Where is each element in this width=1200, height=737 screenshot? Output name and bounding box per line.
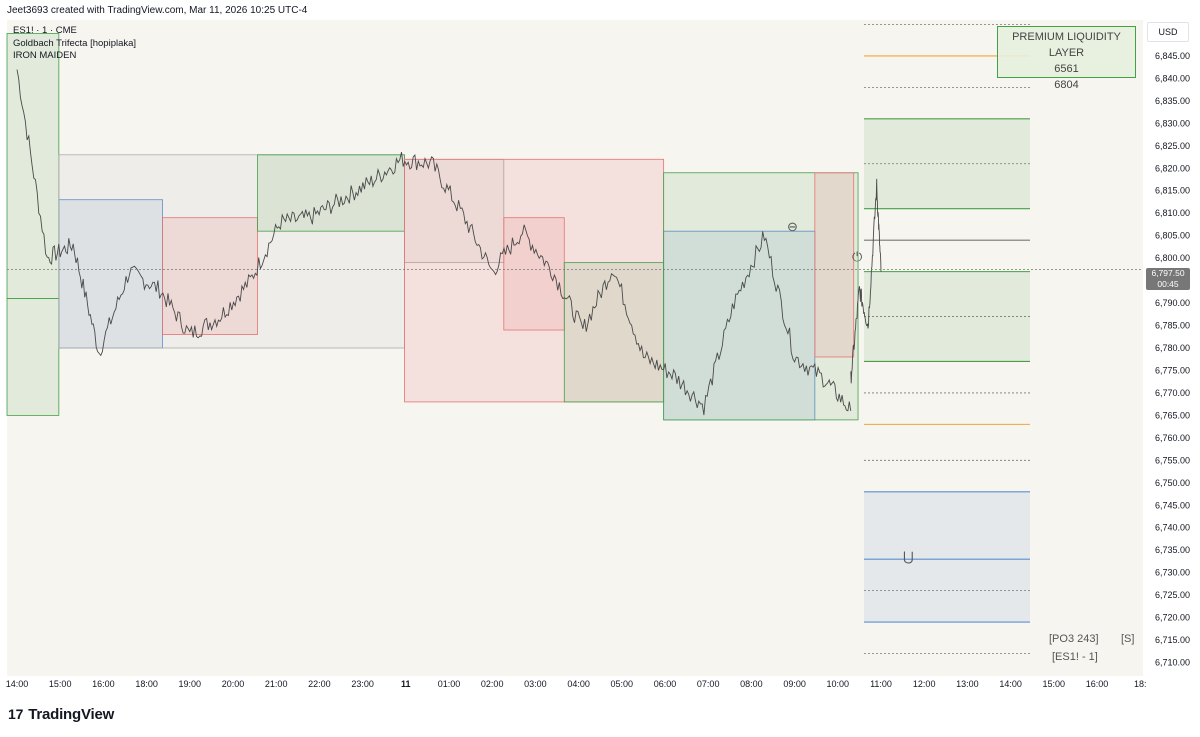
x-tick-5: 19:00: [179, 679, 202, 689]
x-tick-10: 11: [401, 679, 411, 689]
symbol-footer-label: [ES1! - 1]: [1052, 651, 1098, 663]
y-tick-23: 6,735.00: [1155, 545, 1190, 555]
session-box-6: [257, 154, 405, 232]
session-box-11: [663, 230, 816, 421]
x-tick-25: 15:00: [1043, 679, 1066, 689]
y-tick-25: 6,725.00: [1155, 590, 1190, 600]
last-price-value: 6,797.50: [1151, 268, 1185, 278]
y-tick-14: 6,780.00: [1155, 343, 1190, 353]
last-price-tag: 6,797.50 00:45: [1146, 268, 1190, 290]
y-tick-3: 6,835.00: [1155, 96, 1190, 106]
y-tick-2: 6,840.00: [1155, 73, 1190, 83]
price-axis-background: [1143, 20, 1200, 676]
y-tick-5: 6,825.00: [1155, 141, 1190, 151]
y-tick-15: 6,775.00: [1155, 365, 1190, 375]
x-tick-18: 08:00: [740, 679, 763, 689]
session-box-10: [563, 262, 665, 403]
session-box-1: [6, 33, 60, 299]
x-tick-6: 20:00: [222, 679, 245, 689]
x-tick-16: 06:00: [654, 679, 677, 689]
session-box-7: [404, 158, 505, 264]
y-tick-13: 6,785.00: [1155, 321, 1190, 331]
indicator-label-goldbach[interactable]: Goldbach Trifecta [hopiplaka]: [13, 38, 137, 49]
y-tick-6: 6,820.00: [1155, 163, 1190, 173]
premium-value-2: 6804: [1054, 79, 1079, 91]
y-tick-22: 6,740.00: [1155, 523, 1190, 533]
y-tick-1: 6,845.00: [1155, 51, 1190, 61]
countdown-value: 00:45: [1157, 279, 1179, 289]
s-label: [S]: [1121, 633, 1135, 645]
minus-circle-icon[interactable]: ⊖: [787, 219, 798, 234]
price-line-ext-1: [850, 178, 882, 384]
y-tick-28: 6,710.00: [1155, 658, 1190, 668]
y-tick-27: 6,715.00: [1155, 635, 1190, 645]
y-tick-8: 6,810.00: [1155, 208, 1190, 218]
indicator-label-iron-maiden[interactable]: IRON MAIDEN: [13, 50, 77, 61]
y-tick-26: 6,720.00: [1155, 613, 1190, 623]
tradingview-logo[interactable]: 17 TradingView: [8, 706, 114, 723]
premium-title: PREMIUM LIQUIDITY LAYER: [1012, 31, 1121, 59]
session-box-8: [404, 158, 665, 403]
liquidity-zone-2: [864, 271, 1030, 362]
x-tick-15: 05:00: [611, 679, 634, 689]
y-tick-17: 6,765.00: [1155, 410, 1190, 420]
session-box-5: [162, 217, 258, 335]
liquidity-zone-1: [864, 118, 1030, 209]
session-boxes: [6, 33, 859, 421]
liquidity-zone-3: [864, 491, 1030, 623]
x-tick-9: 23:00: [351, 679, 374, 689]
session-box-12: [663, 172, 859, 421]
x-tick-13: 03:00: [524, 679, 547, 689]
y-tick-19: 6,755.00: [1155, 455, 1190, 465]
tradingview-logo-icon: 17: [8, 706, 24, 722]
session-box-2: [6, 298, 60, 416]
premium-liquidity-box: PREMIUM LIQUIDITY LAYER 6561 6804: [997, 26, 1136, 91]
magnet-icon[interactable]: ⋃: [903, 549, 914, 564]
x-tick-24: 14:00: [999, 679, 1022, 689]
x-tick-7: 21:00: [265, 679, 288, 689]
x-tick-23: 13:00: [956, 679, 979, 689]
created-by-text: Jeet3693 created with TradingView.com, M…: [7, 5, 308, 16]
x-tick-3: 16:00: [92, 679, 115, 689]
x-tick-22: 12:00: [913, 679, 936, 689]
y-tick-12: 6,790.00: [1155, 298, 1190, 308]
session-box-13: [814, 172, 855, 358]
currency-button[interactable]: USD: [1147, 22, 1189, 42]
x-tick-19: 09:00: [783, 679, 806, 689]
y-tick-21: 6,745.00: [1155, 500, 1190, 510]
x-tick-11: 01:00: [438, 679, 461, 689]
price-line-1: [16, 69, 852, 416]
session-box-4: [58, 154, 405, 349]
x-tick-17: 07:00: [697, 679, 720, 689]
premium-value-1: 6561: [1054, 63, 1079, 75]
y-tick-18: 6,760.00: [1155, 433, 1190, 443]
y-tick-16: 6,770.00: [1155, 388, 1190, 398]
x-tick-21: 11:00: [870, 679, 892, 689]
tradingview-logo-text: TradingView: [28, 706, 115, 723]
x-tick-1: 14:00: [6, 679, 29, 689]
x-tick-14: 04:00: [567, 679, 590, 689]
time-axis[interactable]: 14:00 15:00 16:00 18:00 19:00 20:00 21:00 22:00…: [6, 679, 1147, 689]
price-series: [16, 69, 882, 416]
liquidity-zones: [864, 118, 1030, 623]
y-tick-7: 6,815.00: [1155, 186, 1190, 196]
x-tick-4: 18:00: [135, 679, 158, 689]
x-tick-12: 02:00: [481, 679, 504, 689]
y-tick-9: 6,805.00: [1155, 231, 1190, 241]
session-box-9: [503, 217, 565, 331]
x-tick-27: 18:: [1134, 679, 1147, 689]
x-tick-20: 10:00: [827, 679, 850, 689]
power-icon[interactable]: ⏻: [852, 249, 863, 264]
po3-label: [PO3 243]: [1049, 633, 1099, 645]
y-tick-24: 6,730.00: [1155, 568, 1190, 578]
y-tick-10: 6,800.00: [1155, 253, 1190, 263]
x-tick-2: 15:00: [49, 679, 72, 689]
x-tick-26: 16:00: [1086, 679, 1109, 689]
y-tick-20: 6,750.00: [1155, 478, 1190, 488]
symbol-label[interactable]: ES1! · 1 · CME: [13, 25, 77, 36]
y-tick-4: 6,830.00: [1155, 118, 1190, 128]
x-tick-8: 22:00: [308, 679, 331, 689]
